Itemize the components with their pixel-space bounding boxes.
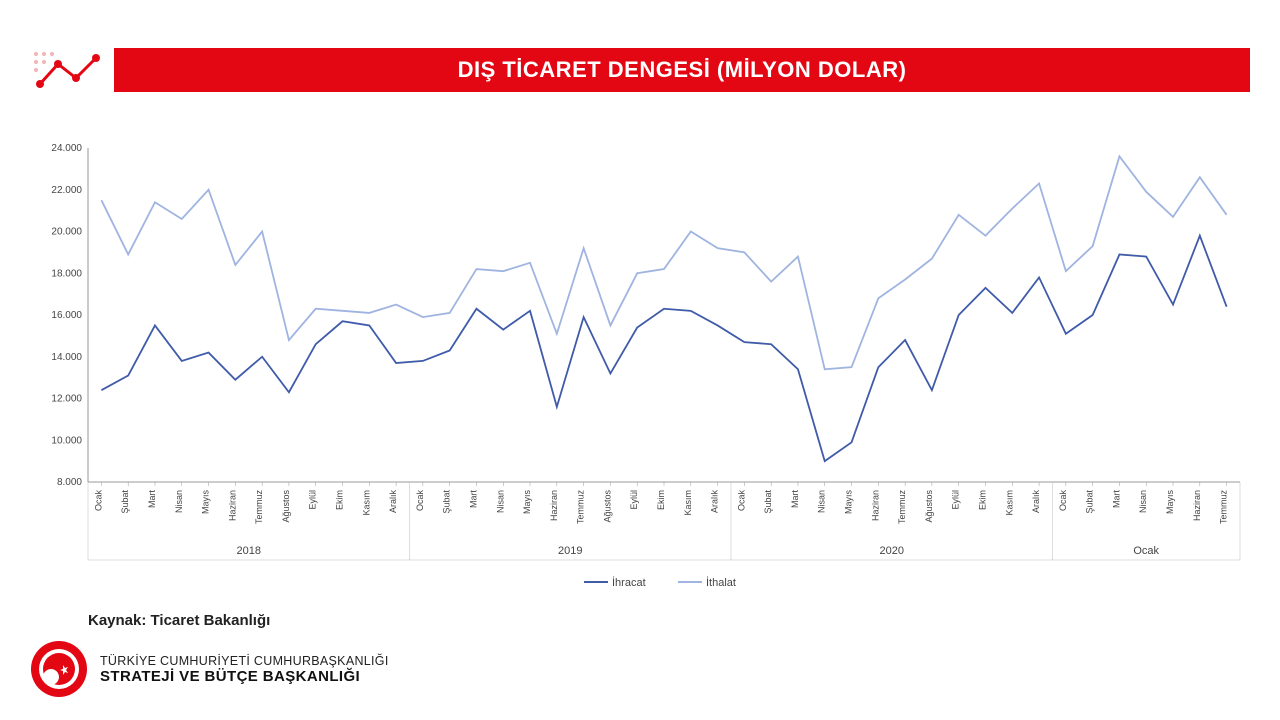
y-tick-label: 8.000 <box>57 477 82 488</box>
x-tick-label: Şubat <box>1085 490 1095 514</box>
y-tick-label: 12.000 <box>51 394 82 405</box>
x-tick-label: Temmuz <box>897 490 907 525</box>
chart-title: DIŞ TİCARET DENGESİ (MİLYON DOLAR) <box>458 57 907 83</box>
source-label: Kaynak: Ticaret Bakanlığı <box>88 612 270 629</box>
x-tick-label: Mayıs <box>1165 490 1175 515</box>
year-group-label: 2019 <box>558 545 582 557</box>
x-tick-label: Kasım <box>361 490 371 516</box>
x-tick-label: Şubat <box>120 490 130 514</box>
org-text: TÜRKİYE CUMHURİYETİ CUMHURBAŞKANLIĞI STR… <box>100 654 389 685</box>
x-tick-label: Ekim <box>656 490 666 510</box>
x-tick-label: Haziran <box>227 490 237 521</box>
x-tick-label: Ocak <box>736 490 746 512</box>
series-ithalat <box>101 156 1226 369</box>
x-tick-label: Eylül <box>308 490 318 510</box>
x-tick-label: Ocak <box>1058 490 1068 512</box>
x-tick-label: Temmuz <box>1219 490 1229 525</box>
x-tick-label: Mayıs <box>522 490 532 515</box>
x-tick-label: Ekim <box>335 490 345 510</box>
legend: İhracat İthalat <box>584 576 736 589</box>
y-tick-label: 16.000 <box>51 310 82 321</box>
x-tick-label: Kasım <box>683 490 693 516</box>
line-chart: 8.000 10.000 12.000 14.000 16.000 18.000 20.00… <box>30 130 1250 600</box>
chart-logo-icon <box>30 48 114 92</box>
x-tick-label: Ağustos <box>281 490 291 523</box>
y-tick-label: 18.000 <box>51 268 82 279</box>
x-tick-label: Haziran <box>1192 490 1202 521</box>
legend-label: İthalat <box>706 576 736 589</box>
org-line1: TÜRKİYE CUMHURİYETİ CUMHURBAŞKANLIĞI <box>100 654 389 668</box>
x-tick-label: Mart <box>790 490 800 508</box>
x-tick-label: Ekim <box>977 490 987 510</box>
y-tick-label: 24.000 <box>51 143 82 154</box>
x-tick-label: Aralık <box>388 490 398 514</box>
x-tick-label: Mart <box>1111 490 1121 508</box>
x-tick-label: Temmuz <box>254 490 264 525</box>
x-tick-label: Eylül <box>951 490 961 510</box>
x-tick-label: Aralık <box>1031 490 1041 514</box>
x-tick-label: Mayıs <box>201 490 211 515</box>
y-tick-label: 10.000 <box>51 435 82 446</box>
logo-dots <box>34 52 54 72</box>
year-group-label: 2020 <box>879 545 903 557</box>
y-tick-label: 20.000 <box>51 227 82 238</box>
x-tick-label: Nisan <box>174 490 184 513</box>
x-tick-label: Şubat <box>442 490 452 514</box>
year-group-label: Ocak <box>1133 545 1159 557</box>
x-tick-label: Temmuz <box>576 490 586 525</box>
x-tick-label: Kasım <box>1004 490 1014 516</box>
legend-label: İhracat <box>612 576 646 589</box>
year-group-label: 2018 <box>237 545 261 557</box>
org-line2: STRATEJİ VE BÜTÇE BAŞKANLIĞI <box>100 668 389 685</box>
x-tick-label: Ocak <box>93 490 103 512</box>
x-tick-label: Nisan <box>817 490 827 513</box>
y-tick-label: 22.000 <box>51 185 82 196</box>
y-tick-label: 14.000 <box>51 352 82 363</box>
x-tick-label: Aralık <box>710 490 720 514</box>
footer-org: TÜRKİYE CUMHURİYETİ CUMHURBAŞKANLIĞI STR… <box>30 640 389 698</box>
x-tick-label: Ocak <box>415 490 425 512</box>
x-tick-label: Haziran <box>870 490 880 521</box>
title-bar: DIŞ TİCARET DENGESİ (MİLYON DOLAR) <box>114 48 1250 92</box>
x-tick-label: Mayıs <box>844 490 854 515</box>
x-tick-label: Ağustos <box>924 490 934 523</box>
header-row: DIŞ TİCARET DENGESİ (MİLYON DOLAR) <box>30 48 1250 92</box>
x-tick-label: Eylül <box>629 490 639 510</box>
x-tick-label: Mart <box>147 490 157 508</box>
x-tick-label: Mart <box>468 490 478 508</box>
x-tick-label: Nisan <box>1138 490 1148 513</box>
seal-icon <box>30 640 88 698</box>
x-tick-label: Haziran <box>549 490 559 521</box>
x-tick-label: Nisan <box>495 490 505 513</box>
chart-area: 8.000 10.000 12.000 14.000 16.000 18.000 20.00… <box>30 130 1250 600</box>
x-tick-label: Ağustos <box>602 490 612 523</box>
x-tick-label: Şubat <box>763 490 773 514</box>
